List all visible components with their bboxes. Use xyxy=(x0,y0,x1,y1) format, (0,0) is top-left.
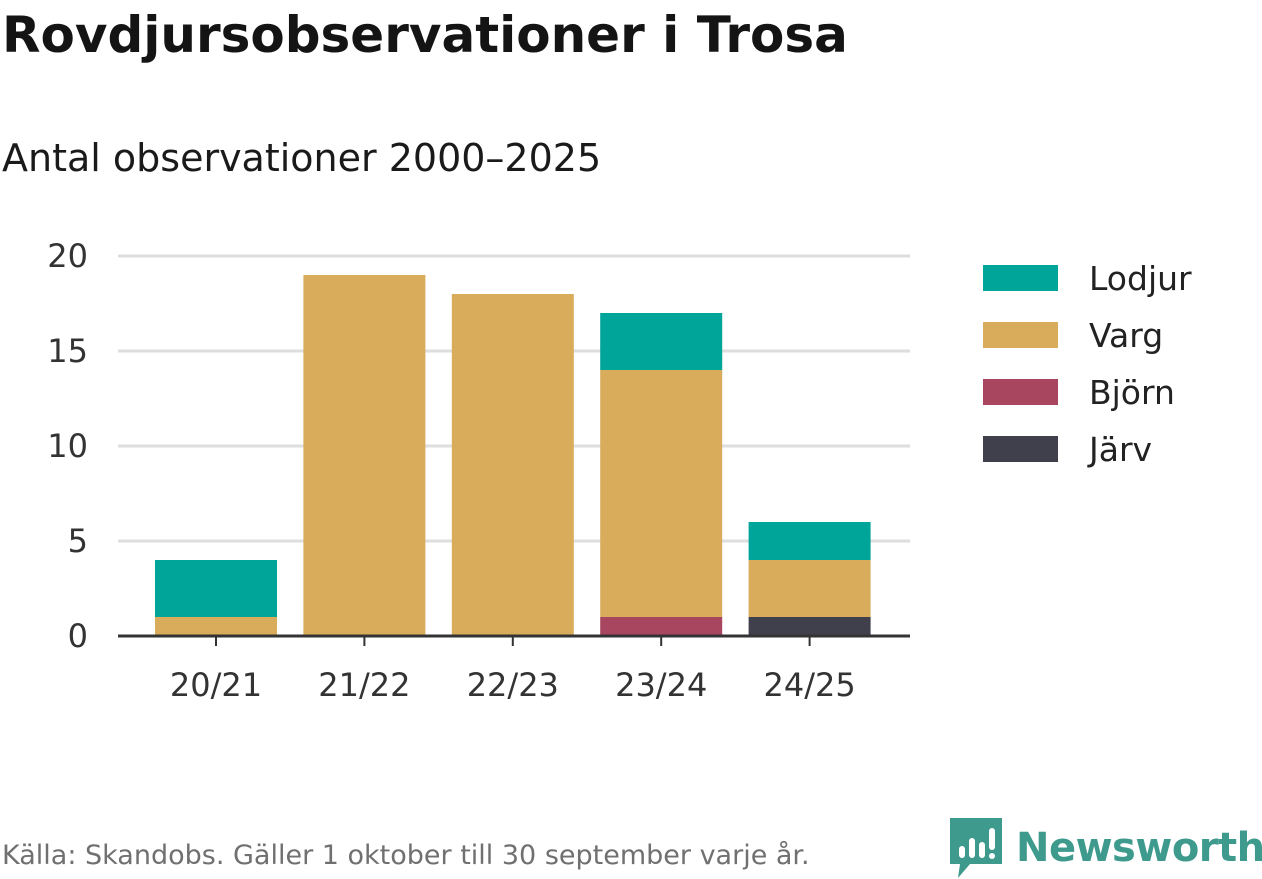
legend-label-bj-rn: Björn xyxy=(1089,373,1175,412)
legend-swatch-varg xyxy=(983,322,1058,348)
x-tick-label-24-25: 24/25 xyxy=(763,666,855,704)
bar-lodjur-24-25 xyxy=(748,522,871,560)
legend-swatch-lodjur xyxy=(983,265,1058,291)
y-tick-label-20: 20 xyxy=(47,237,88,275)
bar-lodjur-23-24 xyxy=(600,313,723,370)
bar-varg-21-22 xyxy=(303,275,426,636)
chart-subtitle: Antal observationer 2000–2025 xyxy=(2,136,602,180)
legend-swatch-bj-rn xyxy=(983,379,1058,405)
bar-varg-23-24 xyxy=(600,370,723,617)
bar-bj-rn-23-24 xyxy=(600,617,723,636)
axes: 0 5 10 15 20 20/21 21/22 22/23 23/24 24/25 xyxy=(47,237,910,704)
y-tick-label-10: 10 xyxy=(47,427,88,465)
legend-label-lodjur: Lodjur xyxy=(1089,259,1192,298)
brand-logo: Newsworthy xyxy=(950,818,1262,878)
x-tick-label-20-21: 20/21 xyxy=(170,666,262,704)
bars xyxy=(155,275,871,636)
y-tick-label-5: 5 xyxy=(68,522,88,560)
legend-swatch-j-rv xyxy=(983,436,1058,462)
legend: Lodjur Varg Björn Järv xyxy=(983,259,1192,469)
newsworthy-logo-icon xyxy=(950,818,1002,878)
y-tick-label-0: 0 xyxy=(68,617,88,655)
brand-name: Newsworthy xyxy=(1016,825,1262,871)
bar-lodjur-20-21 xyxy=(155,560,277,617)
bar-varg-22-23 xyxy=(451,294,574,636)
bar-varg-24-25 xyxy=(748,560,871,617)
y-tick-label-15: 15 xyxy=(47,332,88,370)
x-tick-label-23-24: 23/24 xyxy=(615,666,707,704)
bar-j-rv-24-25 xyxy=(748,617,871,636)
bar-varg-20-21 xyxy=(155,617,277,636)
legend-label-j-rv: Järv xyxy=(1087,430,1152,469)
x-tick-label-21-22: 21/22 xyxy=(318,666,410,704)
chart-title: Rovdjursobservationer i Trosa xyxy=(2,6,848,64)
x-tick-label-22-23: 22/23 xyxy=(467,666,559,704)
source-note: Källa: Skandobs. Gäller 1 oktober till 3… xyxy=(2,840,810,871)
legend-label-varg: Varg xyxy=(1089,316,1163,355)
